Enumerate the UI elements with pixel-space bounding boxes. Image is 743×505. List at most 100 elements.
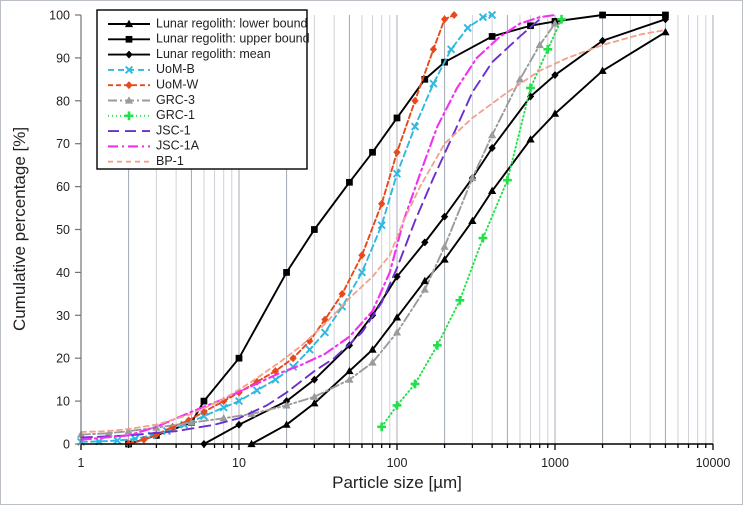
series-lunar_lower xyxy=(247,27,670,448)
data-marker xyxy=(338,289,346,298)
data-marker xyxy=(310,399,319,407)
legend-item-grc1[interactable]: GRC-1 xyxy=(108,108,195,122)
y-tick-label: 80 xyxy=(56,94,70,108)
data-marker xyxy=(282,401,291,409)
data-marker xyxy=(124,19,134,28)
data-marker xyxy=(125,81,133,90)
legend-label-jsc1a: JSC-1A xyxy=(156,139,200,153)
series-line-grc1 xyxy=(380,18,563,428)
x-tick-label: 100 xyxy=(387,456,408,470)
x-tick-label: 1 xyxy=(78,456,85,470)
legend-item-lunar_lower[interactable]: Lunar regolith: lower bound xyxy=(108,16,308,30)
data-marker xyxy=(661,27,670,36)
data-marker xyxy=(369,148,376,156)
legend-item-jsc1a[interactable]: JSC-1A xyxy=(108,139,200,153)
data-marker xyxy=(310,375,319,384)
legend-item-uom_w[interactable]: UoM-W xyxy=(108,77,199,91)
data-marker xyxy=(543,44,553,54)
data-marker xyxy=(235,354,243,362)
data-marker xyxy=(420,285,429,293)
data-marker xyxy=(450,10,458,20)
data-marker xyxy=(124,111,134,121)
legend-label-lunar_upper: Lunar regolith: upper bound xyxy=(156,32,310,46)
data-marker xyxy=(468,216,477,225)
data-marker xyxy=(429,45,438,54)
data-marker xyxy=(488,130,497,139)
legend-label-jsc1: JSC-1 xyxy=(156,123,191,137)
legend-item-lunar_upper[interactable]: Lunar regolith: upper bound xyxy=(108,32,310,46)
y-tick-label: 30 xyxy=(56,309,70,323)
legend-item-jsc1[interactable]: JSC-1 xyxy=(108,123,191,137)
data-marker xyxy=(478,233,488,243)
data-marker xyxy=(392,169,402,178)
data-marker xyxy=(488,33,496,40)
data-marker xyxy=(393,148,401,157)
data-marker xyxy=(432,340,442,350)
data-marker xyxy=(393,114,401,122)
data-marker xyxy=(526,83,535,93)
y-tick-label: 50 xyxy=(56,223,70,237)
x-tick-label: 10000 xyxy=(696,456,731,470)
data-marker xyxy=(535,40,544,49)
legend-label-lunar_mean: Lunar regolith: mean xyxy=(156,47,271,61)
data-marker xyxy=(200,407,208,416)
data-marker xyxy=(447,45,456,54)
y-tick-label: 70 xyxy=(56,137,70,151)
data-marker xyxy=(377,199,386,208)
legend-group[interactable]: Lunar regolith: lower bound Lunar regolit… xyxy=(96,9,310,170)
legend-label-grc1: GRC-1 xyxy=(156,108,195,122)
data-marker xyxy=(598,36,607,45)
data-marker xyxy=(440,255,449,263)
data-marker xyxy=(488,186,497,194)
legend-label-bp1: BP-1 xyxy=(156,154,184,168)
data-marker xyxy=(488,10,497,20)
y-tick-label: 60 xyxy=(56,180,70,194)
data-marker xyxy=(200,397,208,405)
data-marker xyxy=(357,268,367,277)
legend-label-uom_w: UoM-W xyxy=(156,77,199,91)
data-marker xyxy=(289,354,297,363)
data-marker xyxy=(377,221,386,230)
legend-item-grc3[interactable]: GRC-3 xyxy=(108,93,195,107)
y-axis-title: Cumulative percentage [%] xyxy=(10,127,29,331)
data-marker xyxy=(311,226,318,233)
series-line-bp1 xyxy=(80,29,667,433)
data-marker xyxy=(526,135,535,143)
y-tick-label: 40 xyxy=(56,266,70,280)
data-marker xyxy=(219,403,228,412)
y-tick-label: 20 xyxy=(56,352,70,366)
data-marker xyxy=(550,19,560,27)
legend-item-lunar_mean[interactable]: Lunar regolith: mean xyxy=(108,47,271,61)
data-marker xyxy=(488,143,496,153)
data-marker xyxy=(392,313,402,321)
series-bp1 xyxy=(80,29,667,433)
data-marker xyxy=(310,392,319,400)
data-marker xyxy=(219,414,228,422)
series-line-jsc1 xyxy=(80,18,541,439)
axes-group xyxy=(75,14,714,450)
data-marker xyxy=(346,178,353,186)
data-marker xyxy=(550,109,560,117)
legend-item-uom_b[interactable]: UoM-B xyxy=(108,62,195,76)
data-marker xyxy=(503,175,512,185)
data-marker xyxy=(526,92,535,101)
series-grc1 xyxy=(377,14,566,432)
data-marker xyxy=(283,269,290,276)
data-marker xyxy=(410,379,420,389)
data-marker xyxy=(282,420,291,428)
data-marker xyxy=(661,15,670,24)
series-jsc1 xyxy=(80,18,541,439)
data-marker xyxy=(440,15,449,24)
legend-label-grc3: GRC-3 xyxy=(156,93,195,107)
data-marker xyxy=(124,96,134,104)
data-marker xyxy=(411,96,419,105)
legend-item-bp1[interactable]: BP-1 xyxy=(108,154,184,168)
x-tick-label: 1000 xyxy=(541,456,569,470)
data-marker xyxy=(515,75,525,83)
data-marker xyxy=(478,13,488,22)
data-marker xyxy=(345,375,354,383)
data-marker xyxy=(125,35,133,43)
data-marker xyxy=(358,251,366,260)
legend-label-uom_b: UoM-B xyxy=(156,62,195,76)
